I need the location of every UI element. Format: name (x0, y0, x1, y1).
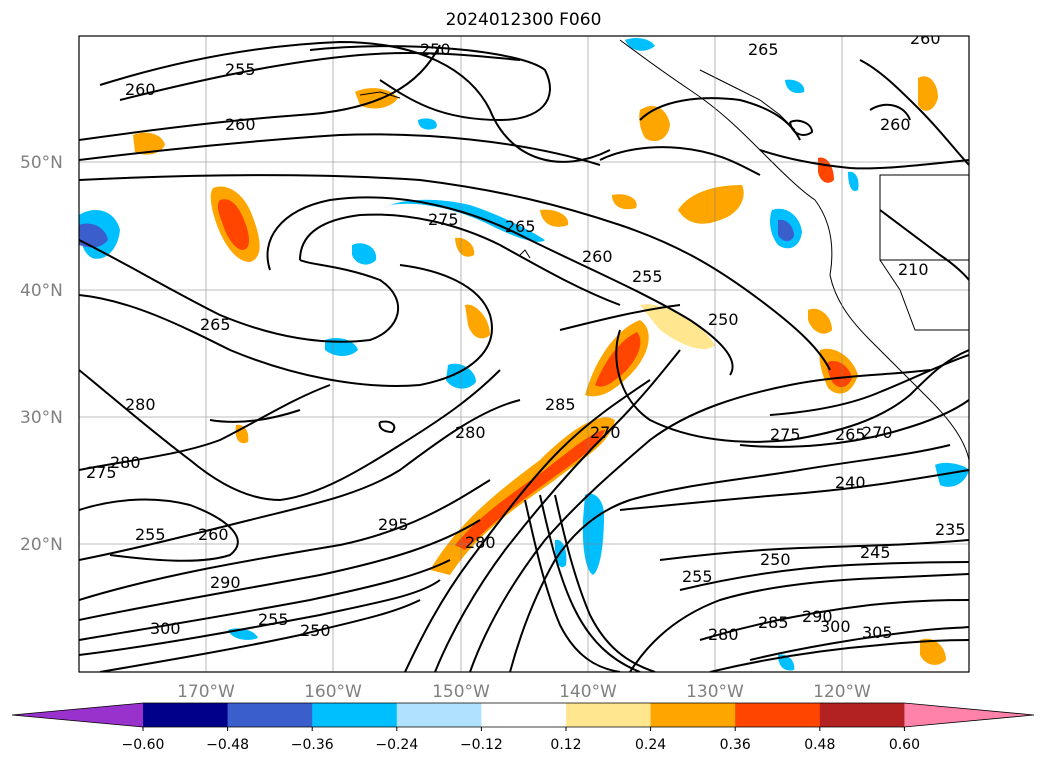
colorbar: −0.60 −0.48 −0.36 −0.24 −0.12 0.12 0.24 0.36 0.4… (11, 702, 1035, 753)
contour-label: 295 (378, 515, 409, 534)
lon-label: 120°W (813, 682, 871, 702)
contour-label: 255 (632, 267, 663, 286)
colorbar-tick-label: −0.36 (291, 737, 334, 753)
contour-label: 300 (820, 617, 851, 636)
contour-label: 255 (682, 567, 713, 586)
contour-label: 290 (802, 607, 833, 626)
contour-label: 250 (708, 310, 739, 329)
lon-label: 170°W (177, 682, 235, 702)
colorbar-tick-label: 0.60 (889, 737, 920, 753)
height-contours (79, 40, 969, 672)
contour-label: 265 (505, 217, 536, 236)
lat-label: 50°N (20, 153, 63, 173)
colorbar-tick-label: 0.12 (550, 737, 581, 753)
contour-label: 260 (225, 115, 256, 134)
colorbar-segment (650, 703, 736, 727)
lon-label: 140°W (559, 682, 617, 702)
colorbar-tick-label: −0.48 (206, 737, 249, 753)
contour-label: 280 (455, 423, 486, 442)
contour-label: 260 (125, 80, 156, 99)
contour-label: 260 (910, 29, 941, 48)
colorbar-tick-label: 0.24 (635, 737, 666, 753)
lat-label: 30°N (20, 408, 63, 428)
contour-label: 270 (590, 423, 621, 442)
colorbar-tick-label: −0.60 (122, 737, 165, 753)
contour-label: 265 (835, 425, 866, 444)
colorbar-tick-label: 0.48 (804, 737, 835, 753)
contour-label: 210 (898, 260, 929, 279)
contour-label: 260 (880, 115, 911, 134)
contour-label: 260 (582, 247, 613, 266)
longitude-labels: 170°W 160°W 150°W 140°W 130°W 120°W (177, 682, 871, 702)
contour-label: 290 (210, 573, 241, 592)
positive-shading (133, 76, 946, 665)
lat-label: 40°N (20, 281, 63, 301)
contour-label: 250 (420, 40, 451, 59)
contour-label: 270 (862, 423, 893, 442)
colorbar-segment (735, 703, 821, 727)
colorbar-tick-label: 0.36 (720, 737, 751, 753)
contour-label: 275 (86, 463, 117, 482)
contour-label: 280 (110, 453, 141, 472)
map-title: 2024012300 F060 (445, 10, 602, 30)
latitude-labels: 50°N 40°N 30°N 20°N (20, 153, 63, 555)
contour-label: 250 (300, 621, 331, 640)
plot-frame (78, 35, 970, 673)
colorbar-extension-high (904, 703, 1034, 727)
lon-label: 150°W (432, 682, 490, 702)
contour-label: 265 (748, 40, 779, 59)
colorbar-segment (481, 703, 567, 727)
colorbar-segment (227, 703, 313, 727)
colorbar-tick-label: −0.24 (375, 737, 418, 753)
coastline (359, 39, 969, 461)
contour-labels: 260 255 250 260 265 260 260 275 265 260 … (86, 29, 966, 644)
contour-label: 280 (465, 533, 496, 552)
contour-label: 255 (225, 60, 256, 79)
lon-label: 130°W (686, 682, 744, 702)
lat-label: 20°N (20, 535, 63, 555)
colorbar-segment (143, 703, 229, 727)
colorbar-segment (312, 703, 398, 727)
contour-label: 285 (545, 395, 576, 414)
colorbar-segment (819, 703, 905, 727)
contour-label: 280 (125, 395, 156, 414)
contour-label: 260 (198, 525, 229, 544)
contour-label: 240 (835, 473, 866, 492)
contour-label: 255 (135, 525, 166, 544)
contour-label: 275 (428, 210, 459, 229)
contour-label: 300 (150, 619, 181, 638)
contour-label: 280 (708, 625, 739, 644)
colorbar-segment (396, 703, 482, 727)
lon-label: 160°W (304, 682, 362, 702)
contour-label: 285 (758, 613, 789, 632)
contour-label: 275 (770, 425, 801, 444)
colorbar-segment (566, 703, 652, 727)
contour-label: 245 (860, 543, 891, 562)
contour-label: 250 (760, 550, 791, 569)
contour-label: 255 (258, 610, 289, 629)
contour-label: 235 (935, 520, 966, 539)
colorbar-extension-low (12, 703, 143, 727)
contour-label: 265 (200, 315, 231, 334)
contour-label: 305 (862, 623, 893, 642)
colorbar-tick-label: −0.12 (460, 737, 503, 753)
